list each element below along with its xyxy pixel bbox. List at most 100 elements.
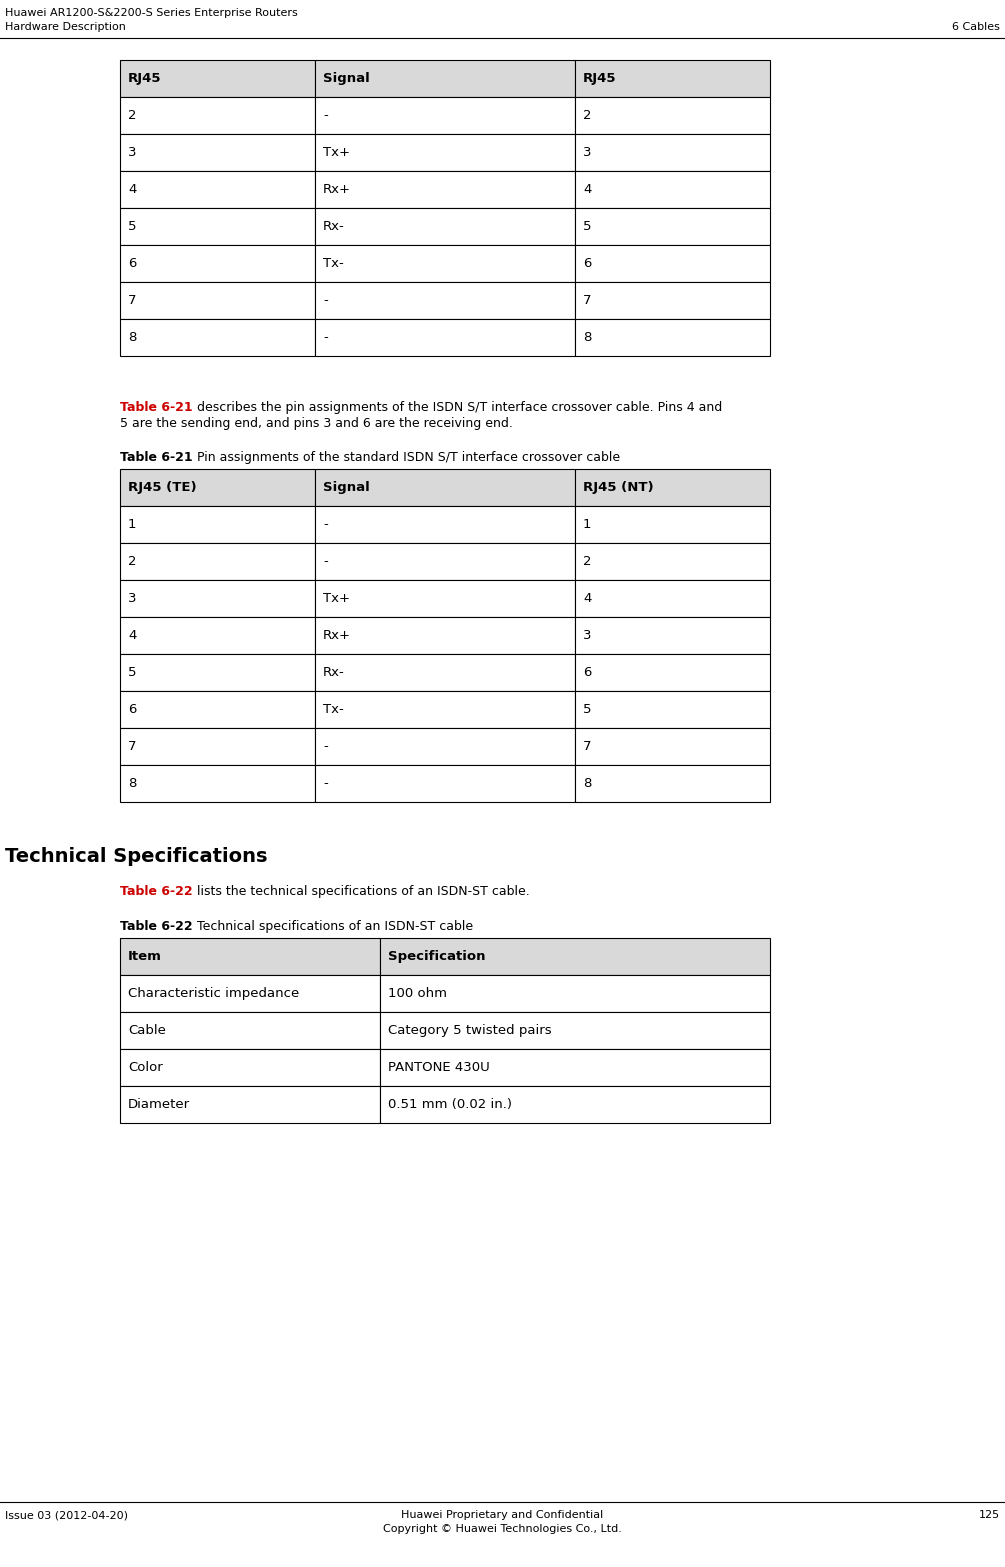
Bar: [575, 244, 770, 282]
Bar: [120, 171, 315, 208]
Text: Signal: Signal: [323, 481, 370, 494]
Text: Cable: Cable: [128, 1023, 166, 1037]
Bar: [315, 244, 575, 282]
Text: Diameter: Diameter: [128, 1098, 190, 1111]
Text: 8: 8: [128, 331, 137, 345]
Text: 6: 6: [583, 666, 591, 679]
Text: 4: 4: [128, 628, 137, 642]
Text: 5: 5: [583, 704, 592, 716]
Text: 7: 7: [583, 740, 592, 754]
Text: 2: 2: [583, 555, 592, 567]
Bar: [120, 975, 380, 1012]
Bar: [380, 975, 770, 1012]
Bar: [575, 580, 770, 617]
Bar: [315, 171, 575, 208]
Text: 4: 4: [583, 592, 591, 605]
Bar: [315, 320, 575, 356]
Text: RJ45 (NT): RJ45 (NT): [583, 481, 653, 494]
Bar: [575, 653, 770, 691]
Text: 3: 3: [128, 146, 137, 158]
Text: 125: 125: [979, 1511, 1000, 1520]
Bar: [120, 282, 315, 320]
Text: Tx-: Tx-: [323, 704, 344, 716]
Text: 1: 1: [128, 519, 137, 531]
Text: Technical specifications of an ISDN-ST cable: Technical specifications of an ISDN-ST c…: [193, 920, 473, 932]
Text: -: -: [323, 555, 328, 567]
Text: -: -: [323, 331, 328, 345]
Bar: [315, 617, 575, 653]
Text: Pin assignments of the standard ISDN S/T interface crossover cable: Pin assignments of the standard ISDN S/T…: [193, 451, 620, 464]
Text: 6: 6: [128, 704, 137, 716]
Text: RJ45 (TE): RJ45 (TE): [128, 481, 197, 494]
Text: describes the pin assignments of the ISDN S/T interface crossover cable. Pins 4 : describes the pin assignments of the ISD…: [193, 401, 723, 414]
Text: RJ45: RJ45: [583, 72, 616, 85]
Bar: [575, 469, 770, 506]
Bar: [380, 1012, 770, 1048]
Text: -: -: [323, 777, 328, 790]
Bar: [315, 282, 575, 320]
Text: Rx-: Rx-: [323, 219, 345, 233]
Bar: [380, 1048, 770, 1086]
Bar: [575, 320, 770, 356]
Text: Hardware Description: Hardware Description: [5, 22, 126, 31]
Bar: [575, 60, 770, 97]
Text: 5: 5: [583, 219, 592, 233]
Bar: [120, 1086, 380, 1124]
Bar: [575, 282, 770, 320]
Text: 7: 7: [128, 740, 137, 754]
Text: Rx+: Rx+: [323, 183, 351, 196]
Bar: [120, 320, 315, 356]
Text: 7: 7: [583, 295, 592, 307]
Bar: [575, 544, 770, 580]
Text: Color: Color: [128, 1061, 163, 1073]
Bar: [315, 97, 575, 135]
Bar: [120, 939, 380, 975]
Text: 1: 1: [583, 519, 592, 531]
Text: 100 ohm: 100 ohm: [388, 987, 447, 1000]
Bar: [575, 171, 770, 208]
Bar: [120, 244, 315, 282]
Text: Technical Specifications: Technical Specifications: [5, 848, 267, 867]
Text: Table 6-21: Table 6-21: [120, 451, 193, 464]
Bar: [315, 580, 575, 617]
Bar: [120, 60, 315, 97]
Text: 8: 8: [128, 777, 137, 790]
Bar: [575, 691, 770, 729]
Text: 8: 8: [583, 777, 591, 790]
Bar: [120, 653, 315, 691]
Text: Huawei AR1200-S&2200-S Series Enterprise Routers: Huawei AR1200-S&2200-S Series Enterprise…: [5, 8, 297, 17]
Text: Category 5 twisted pairs: Category 5 twisted pairs: [388, 1023, 552, 1037]
Text: 4: 4: [583, 183, 591, 196]
Text: 3: 3: [583, 146, 592, 158]
Bar: [120, 729, 315, 765]
Text: Signal: Signal: [323, 72, 370, 85]
Text: 3: 3: [583, 628, 592, 642]
Text: Rx-: Rx-: [323, 666, 345, 679]
Bar: [120, 1012, 380, 1048]
Text: 6 Cables: 6 Cables: [952, 22, 1000, 31]
Text: Tx+: Tx+: [323, 592, 350, 605]
Text: 2: 2: [583, 110, 592, 122]
Text: Table 6-21: Table 6-21: [120, 401, 193, 414]
Text: 6: 6: [583, 257, 591, 270]
Text: Issue 03 (2012-04-20): Issue 03 (2012-04-20): [5, 1511, 128, 1520]
Bar: [120, 691, 315, 729]
Bar: [315, 208, 575, 244]
Text: Table 6-22: Table 6-22: [120, 920, 193, 932]
Text: 2: 2: [128, 555, 137, 567]
Bar: [315, 135, 575, 171]
Text: 8: 8: [583, 331, 591, 345]
Bar: [120, 765, 315, 802]
Bar: [120, 617, 315, 653]
Text: -: -: [323, 740, 328, 754]
Bar: [120, 506, 315, 544]
Text: 5 are the sending end, and pins 3 and 6 are the receiving end.: 5 are the sending end, and pins 3 and 6 …: [120, 417, 513, 429]
Text: 4: 4: [128, 183, 137, 196]
Text: 0.51 mm (0.02 in.): 0.51 mm (0.02 in.): [388, 1098, 512, 1111]
Text: 5: 5: [128, 666, 137, 679]
Text: 2: 2: [128, 110, 137, 122]
Text: -: -: [323, 295, 328, 307]
Bar: [315, 544, 575, 580]
Text: Huawei Proprietary and Confidential: Huawei Proprietary and Confidential: [401, 1511, 604, 1520]
Text: Rx+: Rx+: [323, 628, 351, 642]
